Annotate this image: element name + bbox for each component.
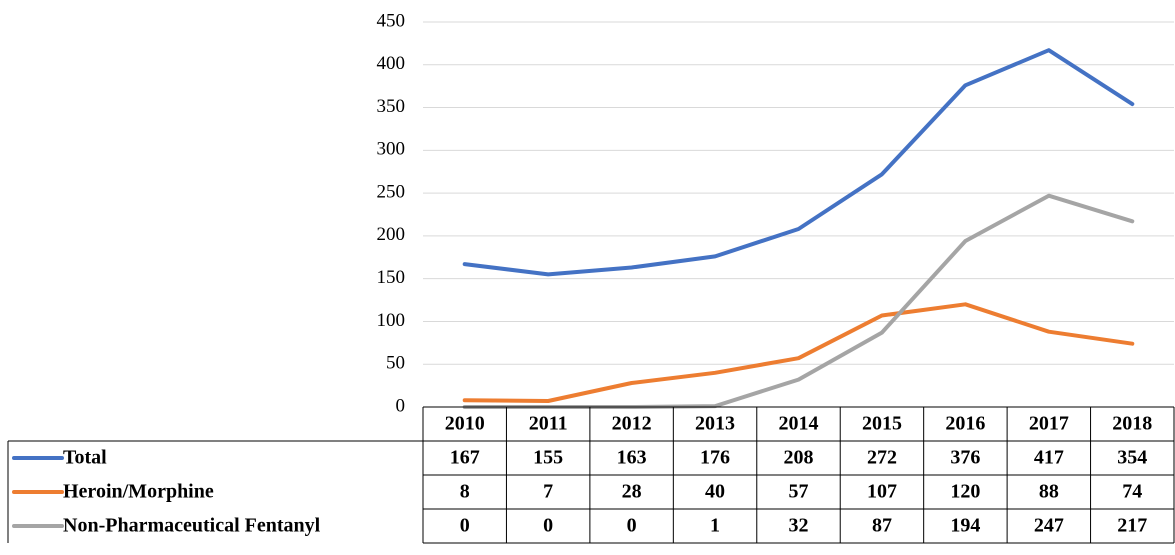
table-value: 120: [950, 481, 980, 503]
table-value: 40: [705, 481, 725, 503]
y-tick-label: 300: [377, 139, 406, 160]
table-value: 272: [867, 447, 897, 469]
table-value: 0: [627, 515, 637, 537]
table-value: 167: [450, 447, 480, 469]
table-value: 163: [617, 447, 647, 469]
y-tick-label: 350: [377, 96, 406, 117]
table-value: 1: [710, 515, 720, 537]
y-tick-label: 100: [377, 310, 406, 331]
table-value: 208: [784, 447, 814, 469]
legend-label: Non-Pharmaceutical Fentanyl: [63, 515, 321, 537]
series-line: [462, 302, 1135, 403]
x-tick-label: 2015: [862, 413, 902, 435]
x-tick-label: 2016: [945, 413, 985, 435]
x-tick-label: 2012: [612, 413, 652, 435]
table-value: 376: [950, 447, 980, 469]
table-value: 7: [543, 481, 553, 503]
x-tick-label: 2011: [529, 413, 568, 435]
x-tick-label: 2010: [445, 413, 485, 435]
x-tick-label: 2014: [779, 413, 819, 435]
table-value: 8: [460, 481, 470, 503]
table-value: 194: [950, 515, 980, 537]
table-value: 417: [1034, 447, 1064, 469]
table-value: 28: [622, 481, 642, 503]
table-value: 32: [789, 515, 809, 537]
table-value: 247: [1034, 515, 1064, 537]
legend-label: Total: [63, 447, 107, 469]
y-tick-label: 200: [377, 224, 406, 245]
x-tick-label: 2017: [1029, 413, 1069, 435]
series-line: [462, 48, 1135, 277]
table-value: 107: [867, 481, 897, 503]
table-value: 0: [460, 515, 470, 537]
table-value: 74: [1122, 481, 1142, 503]
table-value: 354: [1117, 447, 1147, 469]
table-value: 155: [533, 447, 563, 469]
y-tick-label: 400: [377, 53, 406, 74]
table-value: 0: [543, 515, 553, 537]
y-tick-label: 50: [386, 353, 405, 374]
table-value: 217: [1117, 515, 1147, 537]
table-value: 88: [1039, 481, 1059, 503]
y-tick-label: 150: [377, 267, 406, 288]
x-tick-label: 2013: [695, 413, 735, 435]
x-tick-label: 2018: [1112, 413, 1152, 435]
legend-label: Heroin/Morphine: [63, 481, 214, 503]
y-tick-label: 450: [377, 10, 406, 31]
y-tick-label: 0: [396, 395, 406, 416]
table-value: 57: [789, 481, 809, 503]
table-value: 87: [872, 515, 892, 537]
table-value: 176: [700, 447, 730, 469]
y-tick-label: 250: [377, 181, 406, 202]
